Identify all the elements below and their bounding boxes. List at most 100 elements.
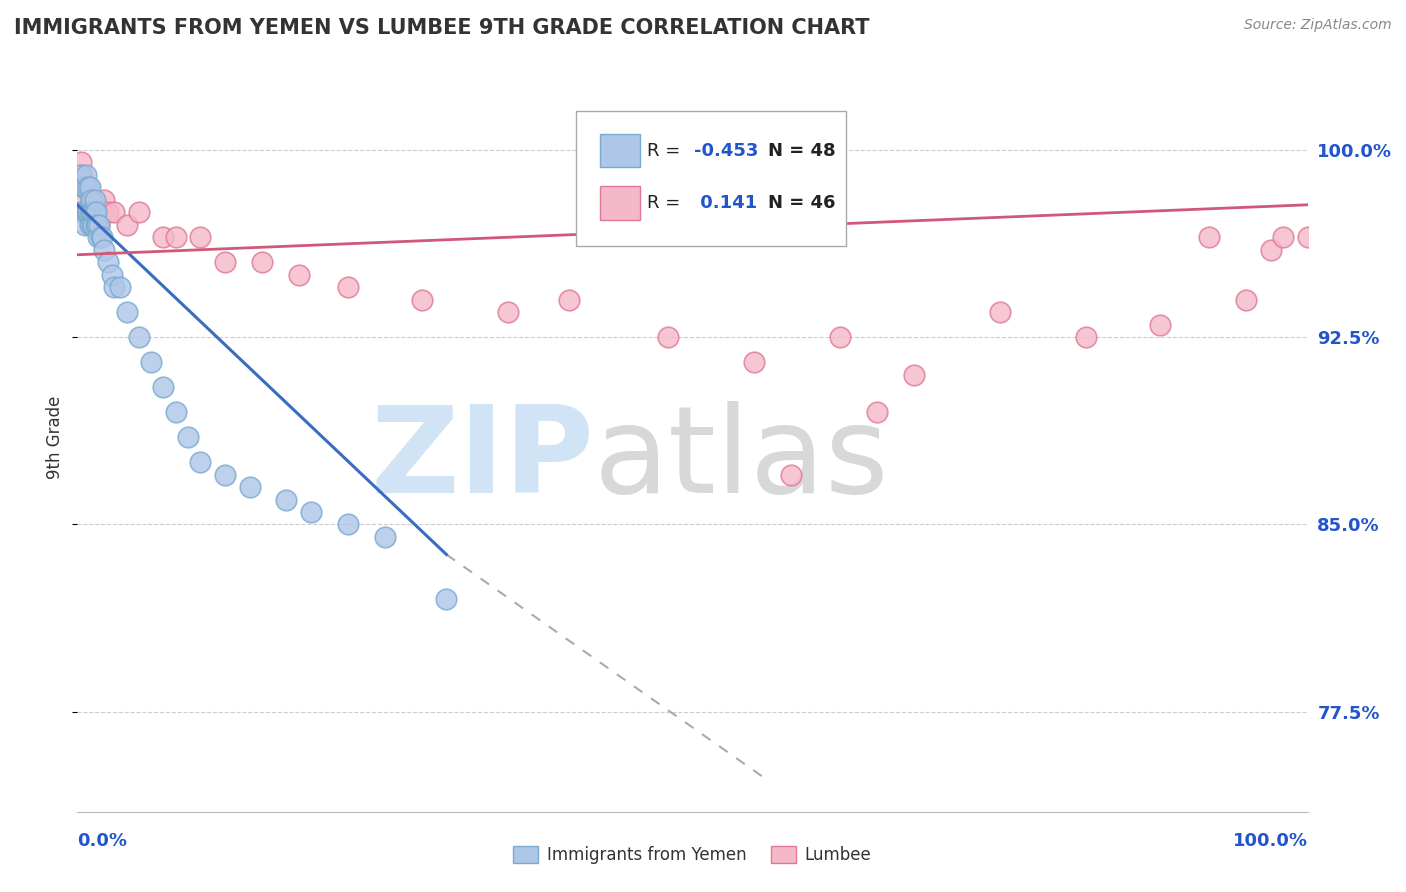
Point bbox=[80, 193, 103, 207]
Text: Source: ZipAtlas.com: Source: ZipAtlas.com bbox=[1244, 18, 1392, 32]
Point bbox=[742, 355, 765, 369]
Point bbox=[80, 205, 103, 219]
Legend: Immigrants from Yemen, Lumbee: Immigrants from Yemen, Lumbee bbox=[506, 839, 879, 871]
Point bbox=[558, 293, 581, 307]
Point bbox=[299, 505, 322, 519]
Point bbox=[90, 230, 112, 244]
Point bbox=[82, 218, 104, 232]
Point bbox=[436, 592, 458, 607]
Point bbox=[165, 230, 187, 244]
Point bbox=[110, 280, 132, 294]
Point bbox=[188, 455, 212, 469]
Point bbox=[165, 405, 187, 419]
Point bbox=[1272, 230, 1295, 244]
Text: 0.0%: 0.0% bbox=[77, 831, 128, 850]
Bar bbox=[600, 134, 640, 168]
Point bbox=[337, 280, 360, 294]
Point bbox=[141, 355, 163, 369]
Point bbox=[70, 205, 93, 219]
Point bbox=[830, 330, 852, 344]
Point bbox=[79, 218, 101, 232]
Point bbox=[93, 193, 115, 207]
Point bbox=[82, 218, 104, 232]
Point bbox=[657, 330, 679, 344]
Point bbox=[188, 230, 212, 244]
Text: N = 46: N = 46 bbox=[768, 194, 835, 212]
Point bbox=[93, 243, 115, 257]
Text: IMMIGRANTS FROM YEMEN VS LUMBEE 9TH GRADE CORRELATION CHART: IMMIGRANTS FROM YEMEN VS LUMBEE 9TH GRAD… bbox=[14, 18, 869, 37]
Point bbox=[1234, 293, 1257, 307]
Point bbox=[1296, 230, 1319, 244]
Point bbox=[86, 218, 108, 232]
Point bbox=[239, 480, 262, 494]
Point bbox=[101, 268, 124, 282]
Y-axis label: 9th Grade: 9th Grade bbox=[46, 395, 65, 479]
Point bbox=[97, 255, 120, 269]
Point bbox=[75, 205, 97, 219]
Bar bbox=[600, 186, 640, 219]
Text: 100.0%: 100.0% bbox=[1233, 831, 1308, 850]
Point bbox=[76, 180, 98, 194]
Point bbox=[87, 230, 110, 244]
Point bbox=[1260, 243, 1282, 257]
Point bbox=[411, 293, 433, 307]
Text: N = 48: N = 48 bbox=[768, 142, 835, 160]
Point bbox=[250, 255, 273, 269]
Point bbox=[1198, 230, 1220, 244]
Point bbox=[288, 268, 311, 282]
Point bbox=[90, 230, 114, 244]
Point bbox=[84, 218, 107, 232]
Point bbox=[73, 218, 96, 232]
Text: R =: R = bbox=[647, 142, 686, 160]
Point bbox=[866, 405, 889, 419]
Point bbox=[79, 205, 101, 219]
Point bbox=[152, 380, 174, 394]
Point bbox=[83, 205, 105, 219]
Text: atlas: atlas bbox=[595, 401, 890, 518]
Point bbox=[82, 205, 104, 219]
Point bbox=[77, 180, 100, 194]
Point bbox=[69, 168, 91, 182]
Point bbox=[1149, 318, 1171, 332]
Point bbox=[83, 193, 105, 207]
Text: -0.453: -0.453 bbox=[693, 142, 758, 160]
Point bbox=[214, 255, 236, 269]
Point bbox=[90, 205, 114, 219]
Point bbox=[177, 430, 200, 444]
Point bbox=[84, 205, 107, 219]
Point bbox=[80, 193, 103, 207]
Point bbox=[70, 205, 93, 219]
Point bbox=[82, 193, 104, 207]
Point bbox=[988, 305, 1011, 319]
Point bbox=[115, 305, 138, 319]
Point bbox=[82, 205, 104, 219]
Point bbox=[276, 492, 298, 507]
Point bbox=[79, 205, 101, 219]
Point bbox=[780, 467, 803, 482]
Point bbox=[77, 205, 100, 219]
Point bbox=[79, 180, 101, 194]
FancyBboxPatch shape bbox=[575, 112, 846, 246]
Point bbox=[1076, 330, 1098, 344]
Point bbox=[337, 517, 360, 532]
Text: 0.141: 0.141 bbox=[693, 194, 756, 212]
Point bbox=[82, 205, 104, 219]
Point bbox=[103, 205, 125, 219]
Point bbox=[87, 205, 110, 219]
Point bbox=[128, 205, 150, 219]
Point bbox=[97, 205, 120, 219]
Point bbox=[89, 218, 111, 232]
Point bbox=[89, 218, 111, 232]
Text: ZIP: ZIP bbox=[370, 401, 595, 518]
Point bbox=[115, 218, 138, 232]
Point bbox=[86, 205, 108, 219]
Point bbox=[75, 205, 97, 219]
Point bbox=[83, 205, 105, 219]
Point bbox=[374, 530, 396, 544]
Point bbox=[152, 230, 174, 244]
Point bbox=[73, 180, 96, 194]
Point bbox=[73, 193, 96, 207]
Point bbox=[903, 368, 925, 382]
Point bbox=[128, 330, 150, 344]
Text: R =: R = bbox=[647, 194, 686, 212]
